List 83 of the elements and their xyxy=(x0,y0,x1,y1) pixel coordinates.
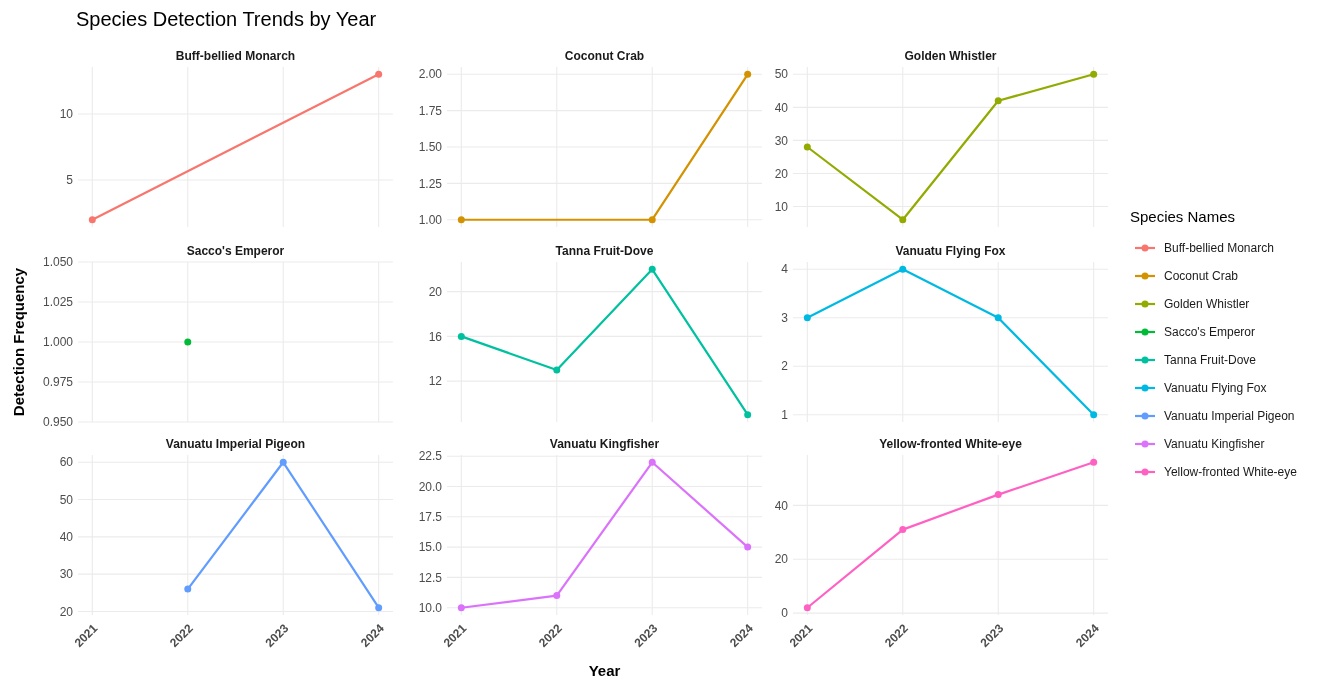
y-tick-label: 0.975 xyxy=(42,375,74,390)
y-tick-label: 22.5 xyxy=(418,449,443,464)
point xyxy=(648,458,656,466)
point xyxy=(1090,458,1098,466)
y-tick-label: 4 xyxy=(781,262,789,277)
point xyxy=(375,604,383,612)
y-tick-label: 1.50 xyxy=(418,140,443,155)
y-tick-label: 5 xyxy=(66,173,74,188)
chart-title: Vanuatu Kingfisher xyxy=(549,437,660,451)
y-tick-label: 1.050 xyxy=(42,255,74,270)
point xyxy=(457,332,465,340)
chart-title: Sacco's Emperor xyxy=(186,244,285,258)
y-tick-label: 50 xyxy=(774,67,789,82)
chart-title: Golden Whistler xyxy=(904,49,997,63)
y-tick-label: 20 xyxy=(774,552,789,567)
point xyxy=(648,265,656,273)
legend-title: Species Names xyxy=(1130,208,1236,225)
point xyxy=(279,458,287,466)
chart-title: Coconut Crab xyxy=(564,49,645,63)
y-tick-label: 10 xyxy=(774,199,789,214)
legend-label: Vanuatu Kingfisher xyxy=(1164,437,1265,452)
point xyxy=(184,585,192,593)
chart-title: Yellow-fronted White-eye xyxy=(879,437,1023,451)
point xyxy=(744,411,752,419)
y-tick-label: 3 xyxy=(781,310,789,325)
point xyxy=(994,491,1002,499)
y-tick-label: 20.0 xyxy=(418,479,443,494)
y-tick-label: 40 xyxy=(774,498,789,513)
y-tick-label: 1.25 xyxy=(418,176,443,191)
y-tick-label: 16 xyxy=(428,329,443,344)
point xyxy=(899,216,907,224)
x-axis-title: Year xyxy=(588,662,621,679)
y-tick-label: 15.0 xyxy=(418,540,443,555)
point xyxy=(1090,70,1098,78)
y-tick-label: 20 xyxy=(774,166,789,181)
y-tick-label: 40 xyxy=(59,530,74,545)
y-tick-label: 10 xyxy=(59,107,74,122)
y-tick-label: 30 xyxy=(59,567,74,582)
y-tick-label: 20 xyxy=(428,284,443,299)
point xyxy=(803,143,811,151)
y-tick-label: 2 xyxy=(781,359,789,374)
point xyxy=(899,526,907,534)
y-tick-label: 1.75 xyxy=(418,103,443,118)
chart-title: Vanuatu Flying Fox xyxy=(895,244,1006,258)
chart-title: Buff-bellied Monarch xyxy=(175,49,296,63)
point xyxy=(553,592,561,600)
y-axis-title: Detection Frequency xyxy=(10,267,27,417)
y-tick-label: 60 xyxy=(59,455,74,470)
y-tick-label: 17.5 xyxy=(418,510,443,525)
y-tick-label: 2.00 xyxy=(418,67,443,82)
point xyxy=(994,97,1002,105)
legend-label: Vanuatu Imperial Pigeon xyxy=(1164,409,1295,424)
chart-title: Tanna Fruit-Dove xyxy=(555,244,654,258)
y-tick-label: 12 xyxy=(428,374,443,389)
y-tick-label: 10.0 xyxy=(418,600,443,615)
point xyxy=(803,604,811,612)
legend-label: Buff-bellied Monarch xyxy=(1164,241,1274,256)
legend-label: Coconut Crab xyxy=(1164,269,1239,284)
y-tick-label: 1.000 xyxy=(42,335,74,350)
text: Species Detection Trends by Year xyxy=(76,8,377,30)
y-tick-label: 0 xyxy=(781,606,789,621)
y-tick-label: 40 xyxy=(774,100,789,115)
point xyxy=(1090,411,1098,419)
y-tick-label: 0.950 xyxy=(42,415,74,430)
y-tick-label: 1.025 xyxy=(42,295,74,310)
legend-label: Tanna Fruit-Dove xyxy=(1164,353,1257,368)
point xyxy=(803,314,811,322)
y-tick-label: 30 xyxy=(774,133,789,148)
y-tick-label: 12.5 xyxy=(418,570,443,585)
legend-label: Golden Whistler xyxy=(1164,297,1250,312)
y-tick-label: 1.00 xyxy=(418,212,443,227)
point xyxy=(899,265,907,273)
point xyxy=(553,366,561,374)
chart-title: Vanuatu Imperial Pigeon xyxy=(165,437,306,451)
legend-label: Yellow-fronted White-eye xyxy=(1164,465,1298,480)
point xyxy=(744,543,752,551)
legend-label: Vanuatu Flying Fox xyxy=(1164,381,1267,396)
point xyxy=(994,314,1002,322)
legend-label: Sacco's Emperor xyxy=(1164,325,1255,340)
y-tick-label: 1 xyxy=(781,407,789,422)
y-tick-label: 20 xyxy=(59,604,74,619)
y-tick-label: 50 xyxy=(59,492,74,507)
point xyxy=(457,604,465,612)
